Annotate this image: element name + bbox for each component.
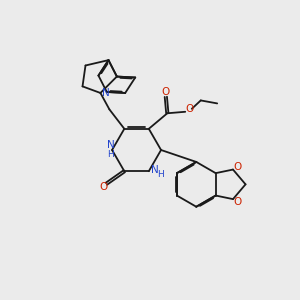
Text: H: H — [107, 150, 114, 159]
Text: N: N — [152, 165, 159, 175]
Text: O: O — [234, 196, 242, 206]
Text: O: O — [186, 104, 194, 114]
Text: N: N — [107, 140, 115, 150]
Text: O: O — [99, 182, 107, 192]
Text: H: H — [158, 170, 164, 179]
Text: N: N — [102, 88, 110, 98]
Text: O: O — [234, 162, 242, 172]
Text: O: O — [162, 87, 170, 98]
